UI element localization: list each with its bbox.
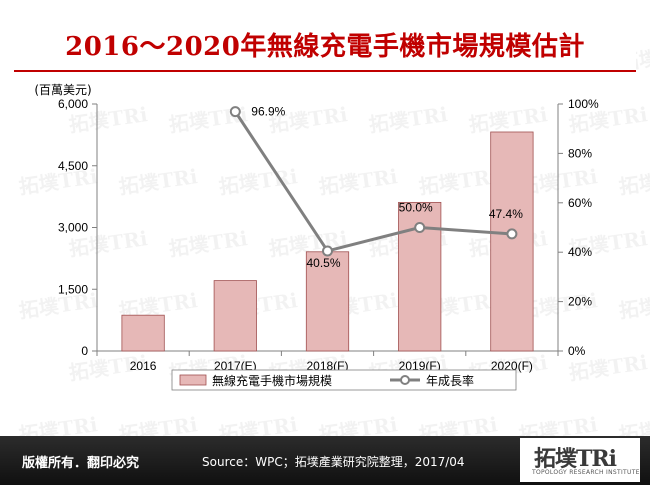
tri-logo: 拓墣TRi TOPOLOGY RESEARCH INSTITUTE [520,438,640,482]
legend-bar-swatch [179,374,207,386]
bar-2016 [121,314,165,352]
title-underline [14,70,636,72]
left-tick-label: 3,000 [58,221,88,235]
source-text: Source：WPC；拓墣產業研究院整理，2017/04 [202,455,465,469]
bar-2017(E) [213,280,257,352]
title-bar: 2016～2020年無線充電手機市場規模估計 [14,12,636,72]
legend-line-label: 年成長率 [426,373,474,388]
market-size-chart: 0 1,500 3,000 4,500 6,000(百萬美元) 0% 20% 40% 60% 80… [34,83,599,391]
legend-bar-label: 無線充電手機市場規模 [212,373,332,388]
growth-point-2017(E) [229,106,241,118]
right-tick-label: 40% [568,245,592,259]
y-left-unit-label: (百萬美元) [34,83,91,97]
x-tick-label: 2017(E) [214,359,257,373]
growth-point-2019(F) [414,222,426,233]
left-tick-label: 0 [81,344,88,358]
growth-data-label: 96.9% [251,105,285,119]
x-tick-label: 2018(F) [306,359,348,373]
copyright-text: 版權所有．翻印必究 [22,456,140,471]
legend-line-marker [400,375,410,385]
bar-2020(F) [490,131,534,352]
left-tick-label: 6,000 [58,97,88,111]
right-tick-label: 60% [568,196,592,210]
right-tick-label: 0% [568,344,586,358]
right-tick-label: 80% [568,146,592,160]
logo-wordmark: 拓墣TRi [534,446,617,472]
page-title: 2016～2020年無線充電手機市場規模估計 [65,32,585,62]
growth-rate-line [234,110,513,253]
left-tick-label: 1,500 [58,282,88,296]
x-tick-label: 2019(F) [399,359,441,373]
x-tick-label: 2020(F) [491,359,533,373]
growth-data-label: 40.5% [306,256,340,270]
growth-point-2020(F) [506,228,518,240]
footer: 版權所有．翻印必究 Source：WPC；拓墣產業研究院整理，2017/04 拓… [0,436,650,485]
growth-point-2018(F) [322,245,333,257]
logo-subtitle: TOPOLOGY RESEARCH INSTITUTE [532,469,640,476]
right-tick-label: 20% [568,295,592,309]
x-tick-label: 2016 [130,359,157,373]
growth-data-label: 50.0% [399,201,433,215]
right-tick-label: 100% [568,97,599,111]
growth-data-label: 47.4% [489,207,523,221]
left-tick-label: 4,500 [58,159,88,173]
legend-box [171,369,517,391]
